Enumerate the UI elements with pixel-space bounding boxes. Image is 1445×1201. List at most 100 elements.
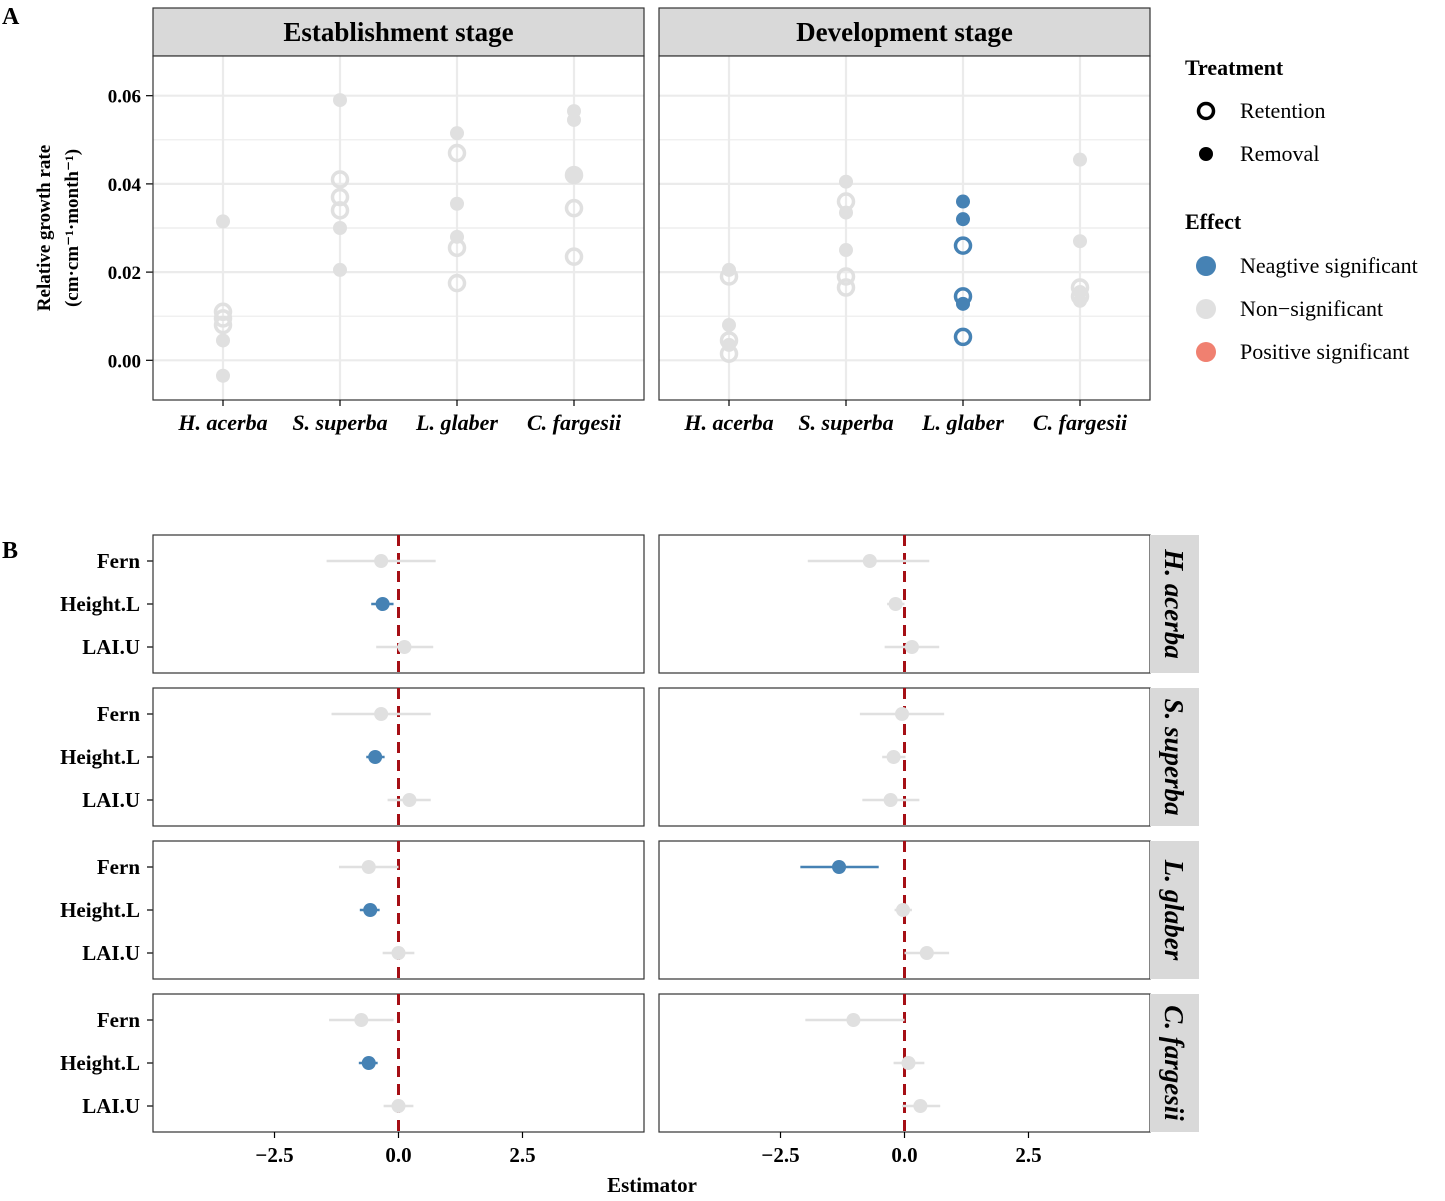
data-point-removal bbox=[722, 318, 736, 333]
estimate-point bbox=[883, 793, 898, 807]
species-strip-label: C. fargesii bbox=[1159, 1005, 1189, 1121]
predictor-label: Height.L bbox=[60, 592, 140, 616]
species-strip bbox=[1150, 688, 1199, 826]
forest-row-0: Fern Height.L LAI.U H. acerba bbox=[60, 534, 1199, 674]
data-point-removal bbox=[333, 221, 347, 235]
forest-row-3: Fern Height.L LAI.U C. fargesii bbox=[60, 993, 1199, 1133]
predictor-label: LAI.U bbox=[82, 1094, 140, 1118]
estimate-point bbox=[888, 597, 903, 611]
estimate-point bbox=[901, 1056, 916, 1070]
x-tick-label: −2.5 bbox=[255, 1143, 293, 1167]
estimate-point bbox=[913, 1099, 928, 1113]
x-tick-label: −2.5 bbox=[761, 1143, 799, 1167]
legend-key-effect bbox=[1196, 299, 1216, 319]
data-point-retention bbox=[564, 198, 584, 218]
y-tick-label: 0.00 bbox=[108, 351, 141, 372]
estimate-point bbox=[361, 1056, 376, 1070]
estimate-point bbox=[391, 946, 406, 960]
panel-label-a: A bbox=[2, 4, 20, 30]
estimate-point bbox=[895, 707, 910, 721]
data-point-retention bbox=[564, 165, 584, 185]
data-point-removal bbox=[333, 93, 347, 108]
legend-label: Non−significant bbox=[1240, 296, 1383, 321]
x-tick-label: 2.5 bbox=[509, 1143, 535, 1167]
estimate-point bbox=[361, 860, 376, 874]
data-point-removal bbox=[839, 205, 853, 220]
estimate-point bbox=[919, 946, 934, 960]
estimate-point bbox=[402, 793, 417, 807]
estimate-point bbox=[375, 597, 390, 611]
data-point-removal bbox=[450, 196, 464, 211]
x-tick-label: 0.0 bbox=[385, 1143, 411, 1167]
predictor-label: Fern bbox=[97, 1008, 140, 1032]
data-point-removal bbox=[956, 194, 970, 209]
facet-1: Development stage H. acerba S. superba L. g… bbox=[658, 7, 1151, 435]
estimate-point bbox=[397, 640, 412, 654]
legend-label: Positive significant bbox=[1240, 339, 1409, 364]
panel-b: B Fern Height.L LAI.U H. acerba Fern Height.L L… bbox=[2, 534, 1199, 1197]
y-tick-label: 0.02 bbox=[108, 263, 141, 284]
forest-row-1: Fern Height.L LAI.U S. superba bbox=[60, 687, 1199, 827]
data-point-removal bbox=[956, 296, 970, 311]
legend-key-effect bbox=[1196, 342, 1216, 362]
data-point-retention bbox=[447, 273, 467, 293]
predictor-label: Height.L bbox=[60, 745, 140, 769]
legend-key-retention bbox=[1196, 101, 1216, 121]
x-tick-label: 2.5 bbox=[1015, 1143, 1041, 1167]
panel-a: A Relative growth rate (cm·cm⁻¹·month⁻¹) 0.… bbox=[2, 4, 1151, 435]
x-tick-label: C. fargesii bbox=[1033, 410, 1128, 435]
data-point-retention bbox=[330, 187, 350, 207]
predictor-label: Fern bbox=[97, 549, 140, 573]
data-point-removal bbox=[839, 243, 853, 258]
predictor-label: LAI.U bbox=[82, 941, 140, 965]
data-point-retention bbox=[330, 201, 350, 220]
data-point-retention bbox=[447, 143, 467, 163]
data-point-removal bbox=[450, 126, 464, 141]
x-tick-label: S. superba bbox=[798, 410, 893, 435]
data-point-retention bbox=[213, 302, 233, 322]
x-tick-label: H. acerba bbox=[683, 410, 773, 435]
data-point-removal bbox=[956, 212, 970, 227]
species-strip bbox=[1150, 841, 1199, 979]
species-strip-label: H. acerba bbox=[1159, 548, 1189, 658]
estimate-point bbox=[862, 554, 877, 568]
panel-label-b: B bbox=[2, 538, 18, 564]
legend-key-removal bbox=[1199, 147, 1213, 161]
predictor-label: Fern bbox=[97, 855, 140, 879]
data-point-retention bbox=[836, 267, 856, 286]
estimate-point bbox=[886, 750, 901, 764]
data-point-retention bbox=[564, 247, 584, 266]
data-point-retention bbox=[213, 315, 233, 335]
estimate-point bbox=[354, 1013, 369, 1027]
legend: Treatment Retention Removal Effect Neagtive … bbox=[1185, 55, 1418, 364]
data-point-removal bbox=[1073, 152, 1087, 167]
data-point-retention bbox=[213, 309, 233, 328]
data-point-removal bbox=[1073, 234, 1087, 249]
data-point-removal bbox=[567, 112, 581, 127]
species-strip-label: L. glaber bbox=[1159, 859, 1189, 961]
data-point-removal bbox=[216, 333, 230, 348]
facet-title: Development stage bbox=[796, 17, 1013, 47]
x-tick-label: S. superba bbox=[292, 410, 387, 435]
data-point-removal bbox=[839, 174, 853, 189]
plot-border bbox=[152, 55, 645, 401]
x-tick-label: L. glaber bbox=[415, 410, 498, 435]
legend-label: Retention bbox=[1240, 98, 1326, 123]
legend-title-effect: Effect bbox=[1185, 209, 1242, 234]
predictor-label: LAI.U bbox=[82, 788, 140, 812]
legend-title-treatment: Treatment bbox=[1185, 55, 1284, 80]
legend-key-effect bbox=[1196, 256, 1216, 276]
estimate-point bbox=[896, 903, 911, 917]
estimate-point bbox=[846, 1013, 861, 1027]
y-axis-units: (cm·cm⁻¹·month⁻¹) bbox=[62, 149, 83, 307]
species-strip-label: S. superba bbox=[1159, 698, 1189, 815]
estimate-point bbox=[832, 860, 847, 874]
data-point-removal bbox=[216, 214, 230, 229]
data-point-removal bbox=[1073, 293, 1087, 308]
y-tick-label: 0.06 bbox=[108, 87, 141, 108]
species-strip bbox=[1150, 994, 1199, 1132]
estimate-point bbox=[368, 750, 383, 764]
data-point-removal bbox=[333, 262, 347, 277]
data-point-removal bbox=[216, 368, 230, 383]
